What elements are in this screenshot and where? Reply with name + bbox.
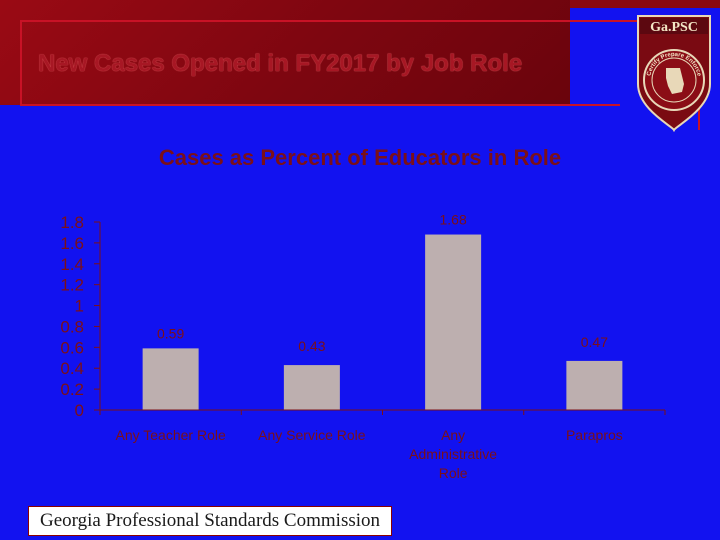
frame-line-top	[20, 20, 698, 22]
bar	[142, 348, 199, 410]
x-tick-label: Any Teacher Role	[116, 427, 226, 443]
bar	[283, 365, 340, 410]
data-label: 1.68	[440, 212, 467, 228]
y-tick-label: 1	[75, 297, 84, 316]
y-tick-label: 0	[75, 401, 84, 420]
x-tick-label: Role	[439, 465, 468, 481]
data-label: 0.43	[298, 338, 325, 354]
y-tick-label: 0.8	[60, 317, 84, 336]
y-tick-label: 1.6	[60, 234, 84, 253]
frame-line-mid	[20, 104, 620, 106]
x-tick-label: Administrative	[409, 446, 497, 462]
header-band	[0, 0, 570, 105]
footer-text: Georgia Professional Standards Commissio…	[39, 510, 381, 531]
y-tick-label: 0.6	[60, 338, 84, 357]
y-tick-label: 1.4	[60, 255, 84, 274]
x-tick-label: Parapros	[566, 427, 623, 443]
bar	[566, 360, 623, 410]
footer-logo: Georgia Professional Standards Commissio…	[28, 506, 392, 536]
logo-inner-ring	[651, 57, 697, 103]
x-tick-label: Any Service Role	[258, 427, 366, 443]
gapsc-logo: Ga.PSC Certify Prepare Enforce	[637, 15, 711, 132]
frame-line-left	[20, 20, 22, 106]
y-tick-label: 0.2	[60, 380, 84, 399]
chart-title: Cases as Percent of Educators in Role	[158, 145, 562, 170]
georgia-state-icon	[666, 68, 684, 94]
data-label: 0.47	[581, 334, 608, 350]
x-tick-label: Any	[441, 427, 465, 443]
y-tick-label: 1.8	[60, 213, 84, 232]
data-label: 0.59	[157, 325, 184, 341]
bar	[425, 234, 482, 410]
y-tick-label: 0.4	[60, 359, 84, 378]
logo-header	[640, 18, 708, 34]
y-tick-label: 1.2	[60, 276, 84, 295]
logo-name: Ga.PSC	[650, 20, 698, 35]
slide-title: New Cases Opened in FY2017 by Job Role	[38, 50, 523, 77]
